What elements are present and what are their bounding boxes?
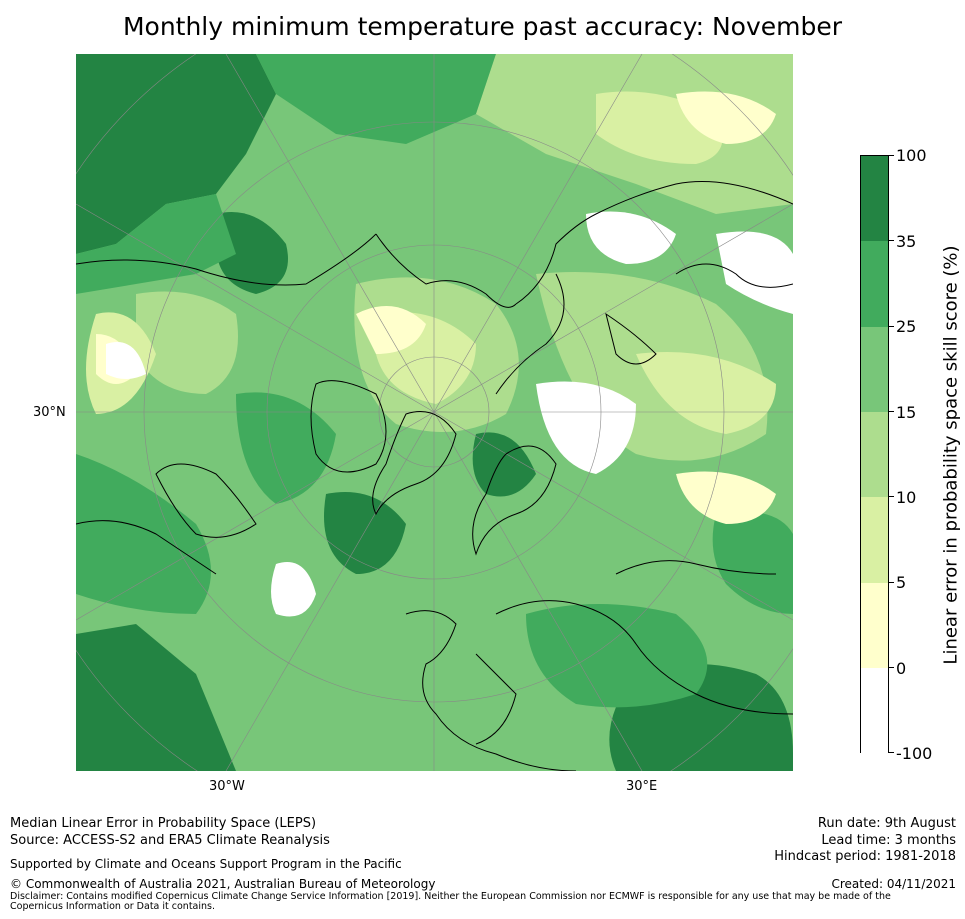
footer-method: Median Linear Error in Probability Space… <box>10 816 317 831</box>
skill-score-map <box>76 54 793 771</box>
region-25-35 <box>256 54 496 144</box>
colorbar-bin-35-100 <box>861 156 888 241</box>
footer-hindcast: Hindcast period: 1981-2018 <box>774 849 956 864</box>
colorbar-bin-neg100-0 <box>861 668 888 753</box>
lon-label-30w: 30°W <box>209 779 245 794</box>
footer-run-date: Run date: 9th August <box>817 816 956 831</box>
colorbar-tick-label: 25 <box>896 317 917 336</box>
colorbar-tick-label: 5 <box>896 573 907 592</box>
map-canvas <box>76 54 793 771</box>
region-35-100 <box>76 624 236 771</box>
colorbar-tick-label: 100 <box>896 146 927 165</box>
colorbar-tick-label: 0 <box>896 659 907 678</box>
region-neg100-0 <box>106 342 146 379</box>
region-5-10 <box>636 352 776 434</box>
colorbar-tickmark <box>889 240 894 241</box>
region-25-35 <box>76 454 211 614</box>
region-25-35 <box>712 511 793 614</box>
region-neg100-0 <box>271 562 316 617</box>
footer-created: Created: 04/11/2021 <box>831 877 956 891</box>
colorbar-bin-5-10 <box>861 497 888 583</box>
graticule <box>76 54 793 771</box>
map-title: Monthly minimum temperature past accurac… <box>122 12 843 41</box>
colorbar-bin-15-25 <box>861 327 888 412</box>
region-10-15 <box>136 291 238 394</box>
colorbar-tickmark <box>889 411 894 412</box>
colorbar-tickmark <box>889 496 894 497</box>
skill-regions <box>76 54 793 771</box>
region-35-100 <box>324 492 406 574</box>
colorbar-tick-label: 10 <box>896 488 917 507</box>
region-0-5 <box>356 306 426 354</box>
footer-lead-time: Lead time: 3 months <box>821 833 956 848</box>
region-35-100 <box>76 54 276 254</box>
footer-source: Source: ACCESS-S2 and ERA5 Climate Reana… <box>10 833 330 848</box>
region-neg100-0 <box>586 211 676 264</box>
colorbar-tick-label: -100 <box>896 744 933 763</box>
colorbar-tickmark <box>889 752 894 753</box>
footer-copyright: © Commonwealth of Australia 2021, Austra… <box>10 877 436 891</box>
colorbar-tickmark <box>889 155 894 156</box>
region-neg100-0 <box>536 381 636 474</box>
region-25-35 <box>526 604 708 708</box>
colorbar-tickmark <box>889 582 894 583</box>
footer-support: Supported by Climate and Oceans Support … <box>10 857 402 871</box>
colorbar-label: Linear error in probability space skill … <box>940 245 962 665</box>
lon-label-30e: 30°E <box>626 779 658 794</box>
colorbar-tickmark <box>889 667 894 668</box>
colorbar-bin-25-35 <box>861 241 888 327</box>
colorbar-tick-label: 15 <box>896 403 917 422</box>
coastlines <box>76 181 793 771</box>
region-neg100-0 <box>716 231 793 314</box>
colorbar-bin-10-15 <box>861 412 888 497</box>
region-35-100 <box>472 432 536 497</box>
region-35-100 <box>216 212 288 294</box>
colorbar-tickmark <box>889 326 894 327</box>
colorbar-bin-0-5 <box>861 583 888 668</box>
colorbar <box>860 155 889 753</box>
footer-disclaimer: Disclaimer: Contains modified Copernicus… <box>10 891 891 912</box>
region-0-5 <box>676 471 776 524</box>
colorbar-tick-label: 35 <box>896 232 917 251</box>
lat-label-30n: 30°N <box>33 405 66 420</box>
region-0-5 <box>676 91 776 144</box>
